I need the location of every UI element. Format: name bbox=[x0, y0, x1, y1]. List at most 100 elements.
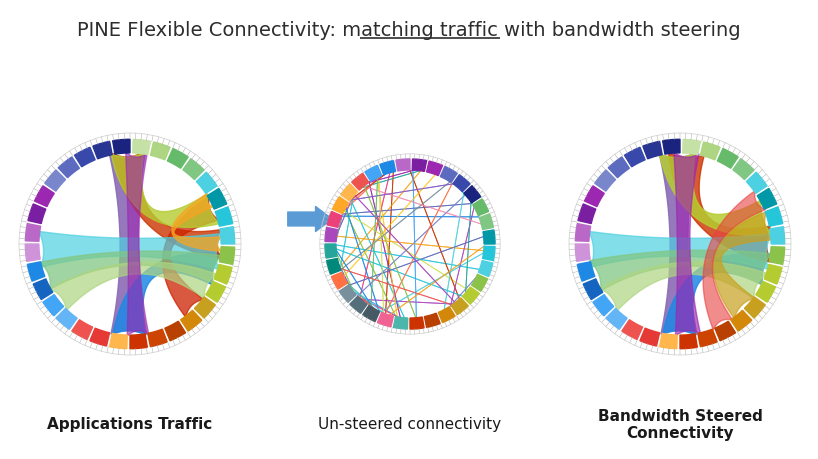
Polygon shape bbox=[183, 159, 204, 180]
Polygon shape bbox=[195, 297, 215, 319]
Polygon shape bbox=[583, 279, 603, 300]
Polygon shape bbox=[111, 153, 220, 228]
Polygon shape bbox=[770, 247, 784, 265]
Polygon shape bbox=[698, 330, 717, 347]
Polygon shape bbox=[770, 227, 784, 245]
Polygon shape bbox=[438, 307, 455, 323]
Polygon shape bbox=[427, 162, 443, 176]
Polygon shape bbox=[483, 230, 495, 245]
Polygon shape bbox=[34, 186, 54, 207]
Polygon shape bbox=[130, 334, 147, 349]
Polygon shape bbox=[659, 154, 697, 335]
Polygon shape bbox=[181, 311, 202, 331]
Polygon shape bbox=[396, 160, 410, 172]
Polygon shape bbox=[680, 334, 697, 349]
Text: PINE Flexible Connectivity: matching traffic with bandwidth steering: PINE Flexible Connectivity: matching tra… bbox=[77, 21, 741, 39]
Polygon shape bbox=[624, 148, 645, 168]
Polygon shape bbox=[668, 153, 771, 263]
Polygon shape bbox=[700, 143, 720, 161]
Polygon shape bbox=[703, 191, 766, 330]
Polygon shape bbox=[380, 161, 396, 175]
Polygon shape bbox=[207, 189, 227, 210]
Polygon shape bbox=[473, 200, 488, 216]
Polygon shape bbox=[746, 173, 767, 194]
Polygon shape bbox=[206, 282, 226, 302]
Polygon shape bbox=[28, 205, 46, 224]
Polygon shape bbox=[590, 251, 771, 291]
Polygon shape bbox=[744, 297, 766, 319]
Polygon shape bbox=[126, 153, 149, 336]
Polygon shape bbox=[341, 185, 357, 202]
Polygon shape bbox=[110, 154, 147, 335]
Polygon shape bbox=[113, 153, 221, 259]
Polygon shape bbox=[133, 140, 151, 155]
Polygon shape bbox=[733, 159, 754, 180]
Polygon shape bbox=[43, 295, 64, 316]
Text: Un-steered connectivity: Un-steered connectivity bbox=[318, 417, 501, 431]
Polygon shape bbox=[412, 160, 427, 172]
Polygon shape bbox=[219, 247, 235, 265]
Polygon shape bbox=[58, 157, 79, 178]
Polygon shape bbox=[764, 265, 782, 285]
Polygon shape bbox=[325, 245, 337, 258]
Polygon shape bbox=[410, 317, 424, 330]
Polygon shape bbox=[172, 194, 222, 252]
Polygon shape bbox=[578, 262, 595, 281]
Polygon shape bbox=[483, 246, 495, 261]
Polygon shape bbox=[74, 148, 95, 168]
Polygon shape bbox=[168, 149, 188, 169]
Polygon shape bbox=[220, 227, 235, 245]
Polygon shape bbox=[25, 224, 41, 242]
Polygon shape bbox=[148, 330, 167, 347]
Polygon shape bbox=[362, 306, 380, 322]
Polygon shape bbox=[640, 329, 659, 346]
Text: Applications Traffic: Applications Traffic bbox=[47, 417, 213, 431]
Polygon shape bbox=[25, 245, 40, 262]
Polygon shape bbox=[717, 149, 738, 169]
Polygon shape bbox=[377, 313, 393, 327]
Polygon shape bbox=[440, 167, 457, 183]
Polygon shape bbox=[578, 205, 596, 224]
Polygon shape bbox=[90, 329, 110, 346]
Polygon shape bbox=[479, 214, 493, 230]
Polygon shape bbox=[93, 142, 112, 159]
Polygon shape bbox=[683, 140, 700, 155]
Polygon shape bbox=[40, 252, 222, 290]
Polygon shape bbox=[38, 232, 222, 270]
Polygon shape bbox=[110, 334, 128, 349]
Polygon shape bbox=[350, 297, 367, 313]
Polygon shape bbox=[606, 309, 627, 330]
Polygon shape bbox=[331, 273, 348, 290]
Polygon shape bbox=[479, 261, 493, 277]
Polygon shape bbox=[393, 317, 408, 329]
Polygon shape bbox=[600, 262, 767, 311]
Polygon shape bbox=[453, 175, 470, 192]
Polygon shape bbox=[715, 321, 735, 341]
Polygon shape bbox=[72, 320, 92, 340]
Polygon shape bbox=[165, 321, 186, 341]
Polygon shape bbox=[27, 262, 45, 281]
Polygon shape bbox=[34, 279, 53, 300]
FancyArrowPatch shape bbox=[288, 207, 332, 232]
Polygon shape bbox=[659, 334, 677, 349]
Polygon shape bbox=[757, 189, 777, 210]
Polygon shape bbox=[326, 259, 341, 274]
Polygon shape bbox=[575, 224, 591, 242]
Polygon shape bbox=[585, 186, 605, 207]
Polygon shape bbox=[713, 213, 772, 319]
Polygon shape bbox=[643, 142, 663, 159]
Polygon shape bbox=[113, 253, 222, 335]
Polygon shape bbox=[609, 157, 629, 178]
Polygon shape bbox=[327, 212, 342, 228]
Polygon shape bbox=[214, 265, 232, 285]
Polygon shape bbox=[589, 232, 771, 270]
Polygon shape bbox=[151, 143, 170, 161]
Polygon shape bbox=[575, 245, 590, 262]
Polygon shape bbox=[595, 171, 616, 192]
Polygon shape bbox=[339, 285, 356, 302]
Polygon shape bbox=[45, 171, 65, 192]
Polygon shape bbox=[352, 174, 369, 190]
Polygon shape bbox=[56, 309, 77, 330]
Polygon shape bbox=[163, 197, 219, 318]
Polygon shape bbox=[756, 282, 775, 302]
